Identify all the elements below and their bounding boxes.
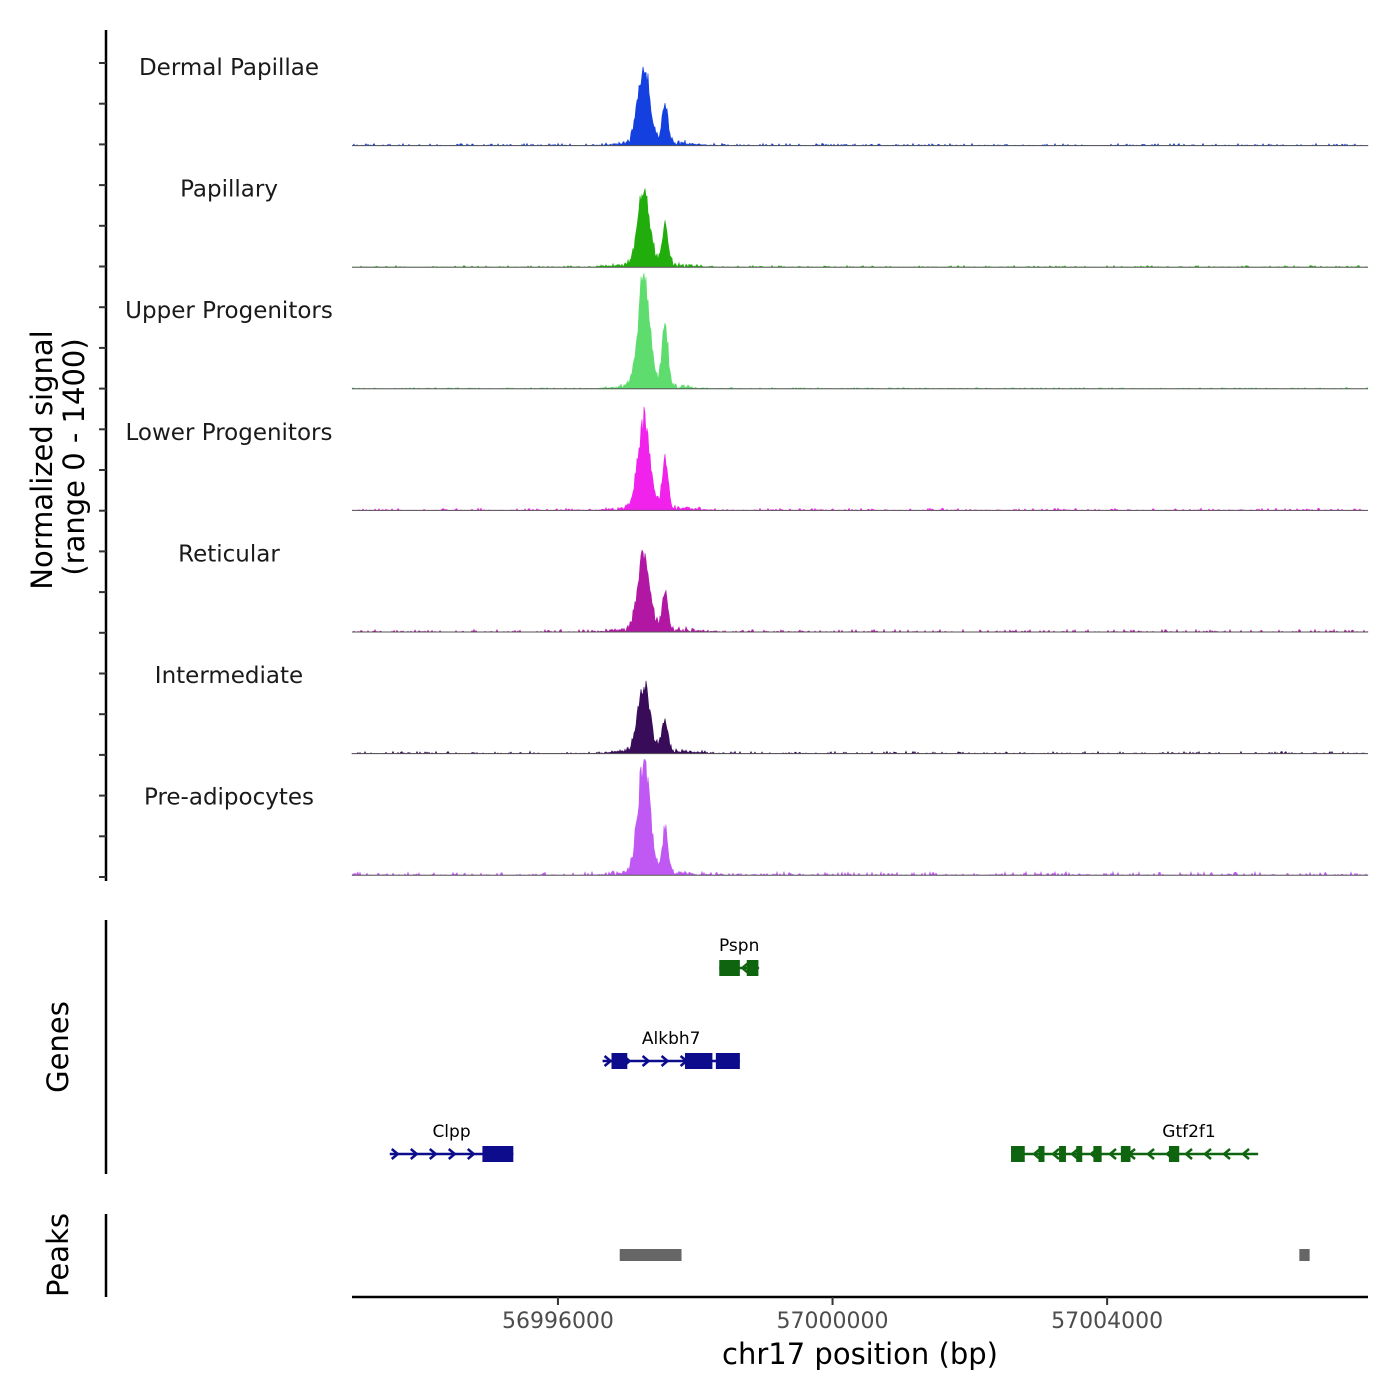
strand-arrow xyxy=(1032,1148,1041,1160)
strand-arrow xyxy=(740,962,750,974)
strand-arrow xyxy=(390,1148,400,1160)
exon xyxy=(1011,1146,1025,1162)
track-reticular: Reticular xyxy=(178,541,1369,633)
gene-label: Clpp xyxy=(432,1122,470,1142)
strand-arrow xyxy=(1222,1148,1231,1160)
coverage-y-axis-title-line2: (range 0 - 1400) xyxy=(57,338,91,575)
exon xyxy=(1093,1146,1102,1162)
strand-arrow xyxy=(447,1148,457,1160)
track-label: Dermal Papillae xyxy=(139,55,319,81)
strand-arrow xyxy=(1203,1148,1212,1160)
x-axis-title: chr17 position (bp) xyxy=(722,1337,998,1371)
track-label: Intermediate xyxy=(155,663,303,689)
track-label: Upper Progenitors xyxy=(125,298,333,324)
gene-alkbh7: Alkbh7 xyxy=(602,1029,740,1069)
strand-arrow xyxy=(1184,1148,1193,1160)
strand-arrow xyxy=(1241,1148,1250,1160)
track-intermediate: Intermediate xyxy=(155,663,1368,755)
coverage-tracks: Dermal Papillae Papillary Upper Progenitor… xyxy=(125,55,1369,877)
gene-label: Pspn xyxy=(719,936,759,956)
exon xyxy=(715,1053,740,1069)
exon xyxy=(746,960,759,976)
gene-gtf2f1: Gtf2f1 xyxy=(1011,1122,1259,1162)
gene-pspn: Pspn xyxy=(719,936,759,976)
exon xyxy=(1059,1146,1066,1162)
gene-annotations: Pspn Alkbh7 Clpp Gtf2f1 xyxy=(389,936,1259,1162)
exon xyxy=(482,1146,514,1162)
peaks-y-axis-title: Peaks xyxy=(41,1213,75,1297)
strand-arrow xyxy=(1070,1148,1079,1160)
exon xyxy=(1076,1146,1083,1162)
coverage-area xyxy=(351,406,1368,512)
peak-regions xyxy=(619,1249,1310,1261)
coverage-area xyxy=(352,66,1369,147)
strand-arrow xyxy=(466,1148,476,1160)
track-lower-progenitors: Lower Progenitors xyxy=(126,406,1368,512)
coverage-y-axis-title-line1: Normalized signal xyxy=(25,330,59,589)
coverage-area xyxy=(352,549,1369,633)
gene-label: Alkbh7 xyxy=(642,1029,701,1049)
strand-arrow xyxy=(428,1148,438,1160)
peak-region xyxy=(1299,1249,1310,1261)
track-dermal-papillae: Dermal Papillae xyxy=(139,55,1369,147)
x-tick-label: 57004000 xyxy=(1051,1309,1163,1334)
coverage-area xyxy=(351,680,1368,755)
strand-arrow xyxy=(409,1148,419,1160)
exon xyxy=(1120,1146,1131,1162)
coverage-area xyxy=(351,759,1369,877)
exon xyxy=(684,1053,713,1069)
strand-arrow xyxy=(1108,1148,1117,1160)
track-label: Reticular xyxy=(178,541,280,567)
peak-region xyxy=(619,1249,682,1261)
coverage-area xyxy=(352,188,1369,268)
strand-arrow xyxy=(1051,1148,1060,1160)
track-label: Pre-adipocytes xyxy=(144,785,314,811)
track-label: Papillary xyxy=(180,177,278,203)
track-papillary: Papillary xyxy=(180,177,1369,268)
track-pre-adipocytes: Pre-adipocytes xyxy=(144,759,1369,877)
x-tick-label: 57000000 xyxy=(777,1309,889,1334)
strand-arrow xyxy=(660,1055,670,1067)
gene-label: Gtf2f1 xyxy=(1162,1122,1215,1142)
exon xyxy=(611,1053,628,1069)
exon xyxy=(719,960,740,976)
coverage-y-ticks xyxy=(99,62,106,878)
strand-arrow xyxy=(641,1055,651,1067)
exon xyxy=(1168,1146,1180,1162)
strand-arrow xyxy=(1146,1148,1155,1160)
track-upper-progenitors: Upper Progenitors xyxy=(125,273,1369,390)
x-axis-ticks: 56996000 57000000 57004000 xyxy=(502,1297,1163,1334)
gene-clpp: Clpp xyxy=(389,1122,514,1162)
exon xyxy=(1038,1146,1045,1162)
genes-y-axis-title: Genes xyxy=(41,1001,75,1093)
strand-arrow xyxy=(603,1055,613,1067)
x-tick-label: 56996000 xyxy=(502,1309,614,1334)
track-label: Lower Progenitors xyxy=(126,420,333,446)
coverage-area xyxy=(351,273,1369,390)
